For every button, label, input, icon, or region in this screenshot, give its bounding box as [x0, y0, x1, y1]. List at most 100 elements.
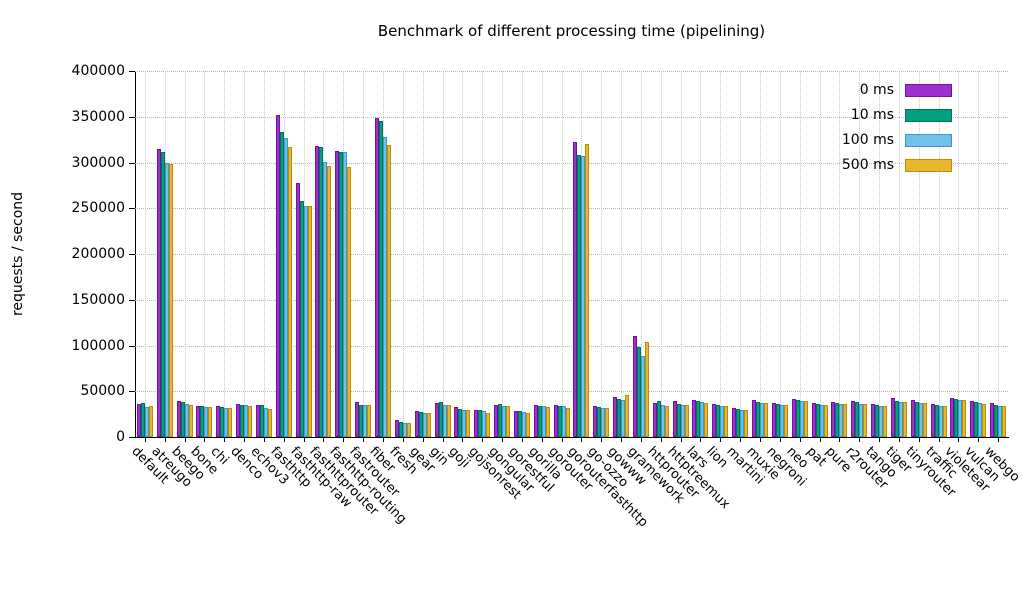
legend-item: 100 ms: [842, 132, 952, 148]
bar: [700, 402, 705, 437]
x-tick-mark: [244, 438, 246, 442]
x-tick-mark: [224, 438, 226, 442]
x-gridline: [898, 71, 900, 437]
bar: [632, 336, 637, 437]
bar: [791, 399, 796, 437]
bar: [894, 401, 899, 437]
bar: [315, 146, 320, 437]
bar: [204, 407, 209, 437]
x-tick-mark: [541, 438, 543, 442]
bar: [617, 399, 622, 437]
bar: [922, 403, 927, 437]
x-gridline: [720, 71, 722, 437]
bar: [228, 408, 233, 437]
bar: [744, 410, 749, 437]
bar: [835, 403, 840, 437]
bar: [359, 405, 364, 437]
x-tick-mark: [164, 438, 166, 442]
y-tick-label: 0: [116, 429, 125, 445]
x-gridline: [601, 71, 603, 437]
x-gridline: [184, 71, 186, 437]
x-tick-mark: [799, 438, 801, 442]
bar: [875, 405, 880, 437]
bar: [656, 401, 661, 437]
bar: [672, 401, 677, 437]
bar: [720, 406, 725, 437]
bar: [974, 402, 979, 437]
x-tick-mark: [462, 438, 464, 442]
x-tick-mark: [978, 438, 980, 442]
bar: [823, 405, 828, 437]
legend-item: 0 ms: [860, 82, 952, 98]
x-tick-mark: [442, 438, 444, 442]
bar: [240, 405, 245, 437]
bar: [863, 404, 868, 437]
bar: [593, 406, 598, 437]
x-tick-mark: [263, 438, 265, 442]
legend-swatch: [905, 134, 952, 147]
bar: [644, 342, 649, 437]
bar: [831, 402, 836, 437]
bar: [716, 405, 721, 437]
bar: [446, 405, 451, 437]
bar: [168, 164, 173, 437]
bar: [327, 166, 332, 437]
x-gridline: [660, 71, 662, 437]
bar: [498, 404, 503, 437]
x-gridline: [819, 71, 821, 437]
bar: [426, 413, 431, 437]
bar: [434, 403, 439, 437]
bar: [799, 401, 804, 437]
bar: [200, 406, 205, 437]
bar: [267, 409, 272, 437]
x-tick-mark: [621, 438, 623, 442]
legend-swatch: [905, 109, 952, 122]
y-tick-mark: [129, 391, 135, 393]
bar: [815, 404, 820, 437]
bar: [978, 403, 983, 437]
bar: [712, 404, 717, 437]
bar: [442, 405, 447, 437]
bar: [871, 404, 876, 437]
bar: [545, 407, 550, 437]
bar: [783, 405, 788, 437]
bar: [402, 423, 407, 437]
bar: [585, 144, 590, 437]
bar: [406, 423, 411, 437]
x-tick-mark: [720, 438, 722, 442]
bar: [597, 407, 602, 437]
bar: [958, 400, 963, 437]
legend-label: 100 ms: [841, 132, 894, 148]
bar: [148, 406, 153, 437]
x-gridline: [402, 71, 404, 437]
bar: [819, 405, 824, 437]
x-gridline: [839, 71, 841, 437]
bar: [565, 408, 570, 437]
bar: [180, 402, 185, 437]
bar: [323, 162, 328, 437]
x-tick-mark: [601, 438, 603, 442]
bar: [684, 405, 689, 437]
bar: [474, 410, 479, 437]
bar: [383, 137, 387, 437]
x-tick-mark: [144, 438, 146, 442]
bar: [283, 138, 288, 437]
bar: [156, 149, 161, 437]
bar: [664, 406, 669, 437]
y-gridline: [135, 71, 1008, 72]
bar: [759, 403, 764, 437]
bar: [537, 406, 542, 437]
bar: [763, 403, 768, 437]
x-gridline: [462, 71, 464, 437]
bar: [438, 402, 443, 437]
bar: [902, 402, 907, 437]
bar: [696, 401, 701, 437]
bar: [478, 410, 483, 437]
legend-label: 10 ms: [850, 107, 894, 123]
bar: [458, 409, 463, 437]
bar: [394, 420, 399, 437]
bar: [517, 411, 522, 437]
chart-title: Benchmark of different processing time (…: [377, 22, 766, 40]
bar: [990, 403, 995, 437]
x-tick-mark: [343, 438, 345, 442]
